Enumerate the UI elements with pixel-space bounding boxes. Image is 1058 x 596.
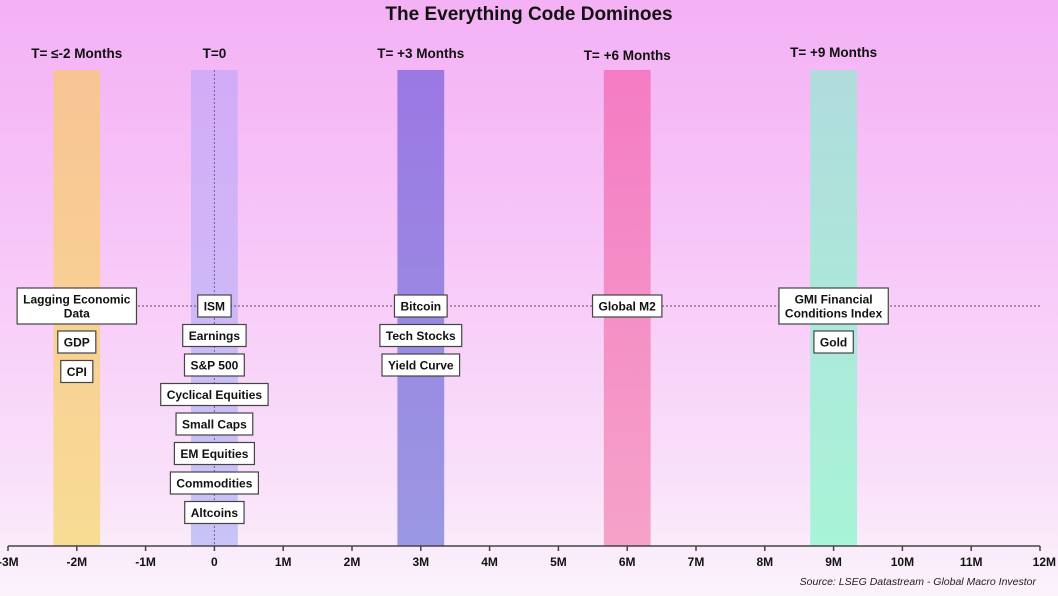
item-box-frame	[169, 471, 260, 495]
band-header: T= ≤-2 Months	[31, 46, 122, 61]
x-tick-label: 0	[211, 555, 218, 569]
x-tick-label: -2M	[66, 555, 87, 569]
item-label: Gold	[820, 336, 847, 350]
item-box: Altcoins	[184, 500, 245, 525]
item-box: Cyclical Equities	[160, 382, 269, 407]
x-tick-label: 2M	[344, 555, 361, 569]
item-label: Altcoins	[191, 506, 239, 520]
item-box-frame	[173, 441, 256, 466]
item-label: Cyclical Equities	[167, 388, 263, 402]
item-label: GMI Financial Conditions Index	[785, 293, 883, 321]
item-box: Bitcoin	[393, 294, 448, 318]
item-box-frame	[182, 323, 247, 348]
item-box-frame	[183, 353, 245, 377]
item-box-frame	[16, 287, 138, 325]
x-tick-label: 4M	[481, 555, 498, 569]
item-box-frame	[197, 294, 232, 318]
item-label: Global M2	[599, 300, 657, 314]
item-label: Earnings	[189, 329, 241, 343]
x-tick-label: 10M	[891, 555, 914, 569]
item-label: EM Equities	[180, 447, 248, 461]
item-box: Earnings	[182, 323, 247, 348]
x-tick-label: 1M	[275, 555, 292, 569]
item-label: ISM	[204, 300, 225, 314]
item-box-frame	[381, 353, 461, 377]
item-box: EM Equities	[173, 441, 256, 466]
item-box-frame	[57, 330, 97, 354]
x-tick-label: 12M	[1033, 555, 1056, 569]
band-header: T= +3 Months	[377, 46, 464, 61]
item-box: GMI Financial Conditions Index	[778, 287, 889, 325]
item-box-frame	[60, 359, 94, 384]
x-tick-label: 7M	[688, 555, 705, 569]
source-note: Source: LSEG Datastream - Global Macro I…	[799, 576, 1036, 588]
x-tick-label: 9M	[825, 555, 842, 569]
x-tick-label: 8M	[756, 555, 773, 569]
item-box-frame	[160, 382, 269, 407]
x-tick-label: 3M	[412, 555, 429, 569]
band-header: T=0	[203, 46, 227, 61]
item-box-frame	[813, 330, 854, 354]
item-box: ISM	[197, 294, 232, 318]
x-tick-label: 11M	[960, 555, 983, 569]
item-box: Small Caps	[175, 412, 254, 436]
item-label: Small Caps	[182, 418, 247, 432]
item-box: CPI	[60, 359, 94, 384]
item-box: Gold	[813, 330, 854, 354]
item-box-frame	[175, 412, 254, 436]
item-label: Bitcoin	[400, 300, 441, 314]
item-label: S&P 500	[190, 359, 238, 373]
item-label: Tech Stocks	[386, 329, 456, 343]
band-header: T= +9 Months	[790, 45, 877, 60]
item-box: S&P 500	[183, 353, 245, 377]
item-label: Lagging Economic Data	[23, 293, 131, 321]
x-tick-label: -1M	[135, 555, 156, 569]
item-box: Yield Curve	[381, 353, 461, 377]
item-box-frame	[591, 294, 663, 318]
item-box-frame	[393, 294, 448, 318]
item-box-frame	[184, 500, 245, 525]
item-box-frame	[778, 287, 889, 325]
x-axis: -3M -2M -1M 0 1M 2M 3M 4M 5M 6M 7M 8M 9M 10M 11M 12M	[0, 545, 1056, 569]
item-label: GDP	[64, 336, 90, 350]
item-box: Commodities	[169, 471, 260, 495]
chart-title: The Everything Code Dominoes	[385, 4, 673, 25]
item-label: CPI	[67, 365, 87, 379]
x-tick-label: 6M	[619, 555, 636, 569]
item-box-frame	[379, 323, 463, 348]
item-box: Global M2	[591, 294, 663, 318]
item-boxes: Lagging Economic Data GDP CPI ISM Earnings S&P…	[16, 287, 889, 525]
item-label: Yield Curve	[388, 359, 454, 373]
item-box: GDP	[57, 330, 97, 354]
item-box: Tech Stocks	[379, 323, 463, 348]
band-headers: T= ≤-2 Months T=0 T= +3 Months T= +6 Months…	[31, 45, 877, 63]
band-header: T= +6 Months	[584, 48, 671, 63]
item-box: Lagging Economic Data	[16, 287, 138, 325]
x-tick-label: 5M	[550, 555, 567, 569]
x-tick-label: -3M	[0, 555, 19, 569]
item-label: Commodities	[176, 477, 252, 491]
